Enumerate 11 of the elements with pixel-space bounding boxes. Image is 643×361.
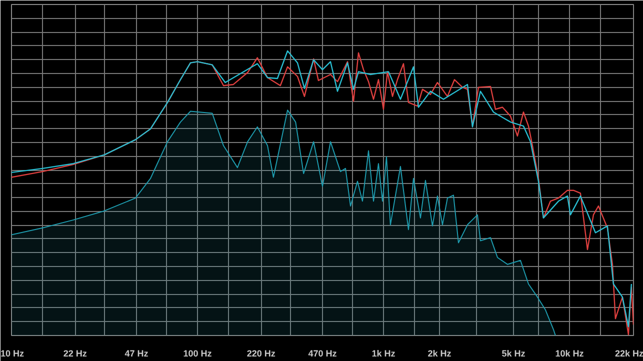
x-tick-label: 220 Hz bbox=[246, 348, 276, 358]
x-tick-label: 2k Hz bbox=[428, 348, 452, 358]
x-tick-label: 5k Hz bbox=[502, 348, 526, 358]
x-tick-label: 22k Hz bbox=[614, 348, 643, 358]
x-tick-label: 100 Hz bbox=[183, 348, 212, 358]
x-tick-label: 1k Hz bbox=[372, 348, 396, 358]
x-tick-label: 10k Hz bbox=[555, 348, 584, 358]
x-tick-label: 470 Hz bbox=[308, 348, 338, 358]
x-tick-label: 10 Hz bbox=[0, 348, 25, 358]
x-tick-label: 22 Hz bbox=[63, 348, 88, 358]
x-tick-label: 47 Hz bbox=[124, 348, 149, 358]
